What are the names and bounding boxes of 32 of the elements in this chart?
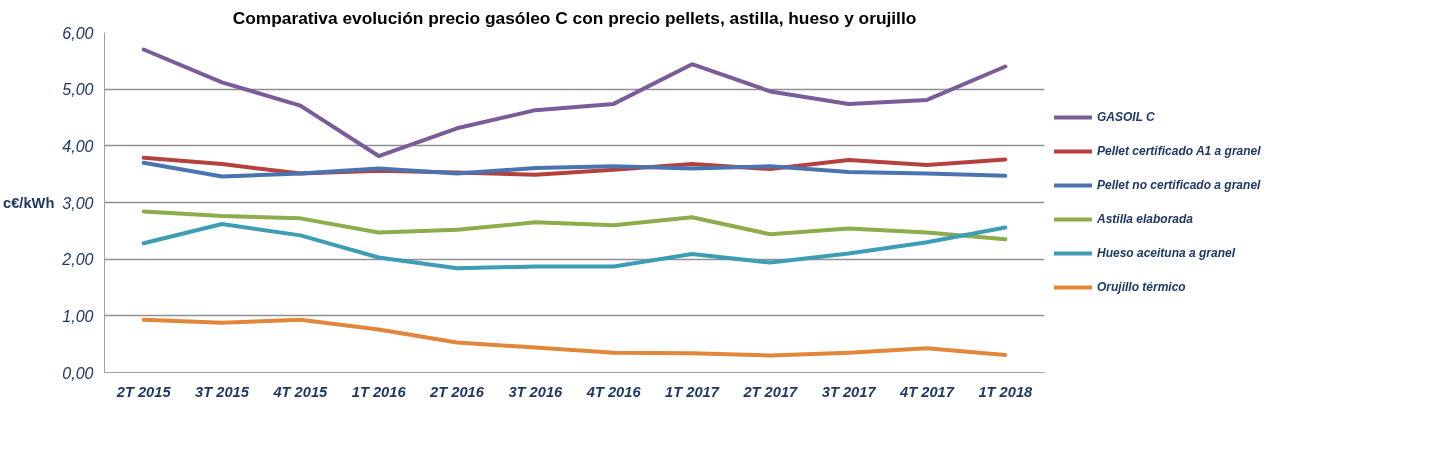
y-tick-label: 2,00 (61, 251, 94, 269)
x-tick-label: 3T 2016 (508, 383, 564, 400)
x-tick-label: 4T 2015 (272, 383, 329, 400)
y-tick-label: 1,00 (62, 307, 94, 325)
chart-title: Comparativa evolución precio gasóleo C con precio pellets, astilla, hueso y orujillo (232, 7, 917, 28)
y-tick-label: 3,00 (62, 194, 94, 212)
x-tick-label: 1T 2018 (978, 383, 1034, 400)
x-tick-label: 1T 2016 (351, 383, 407, 400)
y-axis-title: c€/kWh (3, 194, 55, 211)
x-tick-label: 3T 2017 (821, 383, 877, 400)
line-series (141, 222, 1008, 271)
x-tick-label: 4T 2016 (585, 383, 642, 400)
legend-label: Hueso aceituna a granel (1097, 246, 1236, 260)
y-tick-label: 4,00 (62, 137, 94, 155)
y-tick-label: 0,00 (62, 364, 94, 382)
x-tick-label: 2T 2017 (742, 383, 799, 400)
x-tick-label: 1T 2017 (665, 383, 720, 400)
x-tick-label: 2T 2016 (429, 383, 485, 400)
line-series (141, 317, 1008, 358)
y-tick-label: 5,00 (62, 81, 94, 99)
y-tick-label: 6,00 (62, 24, 94, 42)
line-series (141, 209, 1008, 242)
legend-label: Orujillo térmico (1097, 280, 1186, 294)
x-tick-label: 3T 2015 (195, 383, 250, 400)
legend-label: GASOIL C (1097, 110, 1155, 124)
legend-label: Pellet no certificado a granel (1097, 178, 1261, 192)
line-series (141, 47, 1008, 159)
legend-label: Pellet certificado A1 a granel (1097, 144, 1261, 158)
line-series (141, 160, 1008, 179)
legend-label: Astilla elaborada (1097, 212, 1194, 226)
x-tick-label: 2T 2015 (115, 383, 172, 400)
x-tick-label: 4T 2017 (899, 383, 955, 400)
